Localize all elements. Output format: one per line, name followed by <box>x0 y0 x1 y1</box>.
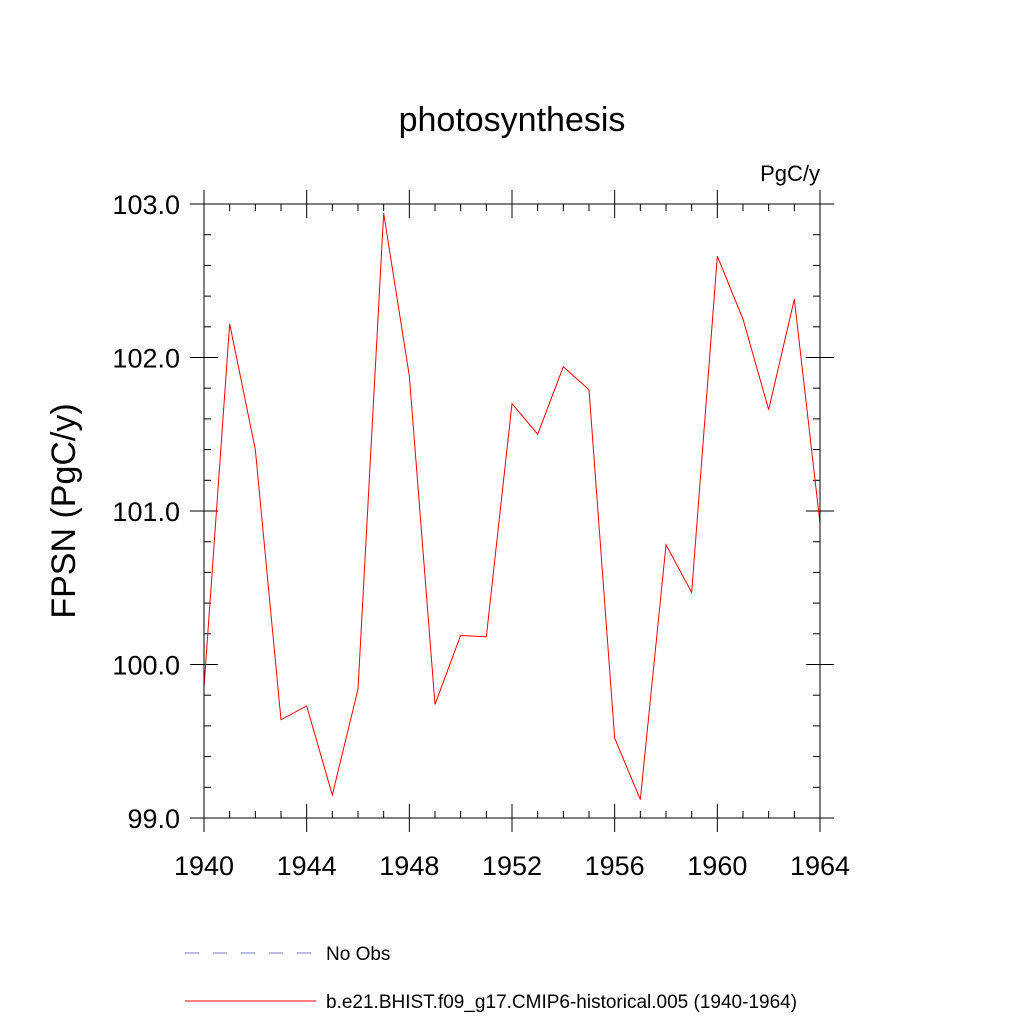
y-tick-labels: 99.0 100.0 101.0 102.0 103.0 <box>112 190 180 834</box>
y-tick-label: 103.0 <box>112 190 180 220</box>
y-tick-label: 102.0 <box>112 344 180 374</box>
plot-frame <box>203 203 821 819</box>
x-tick-label: 1960 <box>687 851 747 881</box>
x-tick-label: 1944 <box>277 851 337 881</box>
y-tick-label: 99.0 <box>127 804 180 834</box>
legend-label-no-obs: No Obs <box>326 944 390 965</box>
y-tick-label: 101.0 <box>112 497 180 527</box>
series-line <box>203 213 821 800</box>
legend: No Obs b.e21.BHIST.f09_g17.CMIP6-histori… <box>185 944 797 1013</box>
y-ticks <box>190 203 834 819</box>
units-label: PgC/y <box>760 161 820 186</box>
y-tick-label: 100.0 <box>112 651 180 681</box>
x-tick-label: 1964 <box>790 851 850 881</box>
series-group <box>203 213 821 800</box>
legend-label-model: b.e21.BHIST.f09_g17.CMIP6-historical.005… <box>326 992 797 1013</box>
x-ticks <box>203 190 821 832</box>
y-axis-label: FPSN (PgC/y) <box>45 403 83 618</box>
x-tick-labels: 1940 1944 1948 1952 1956 1960 1964 <box>174 851 850 881</box>
chart-title: photosynthesis <box>399 101 626 139</box>
x-tick-label: 1940 <box>174 851 234 881</box>
x-tick-label: 1956 <box>585 851 645 881</box>
x-tick-label: 1948 <box>379 851 439 881</box>
x-tick-label: 1952 <box>482 851 542 881</box>
